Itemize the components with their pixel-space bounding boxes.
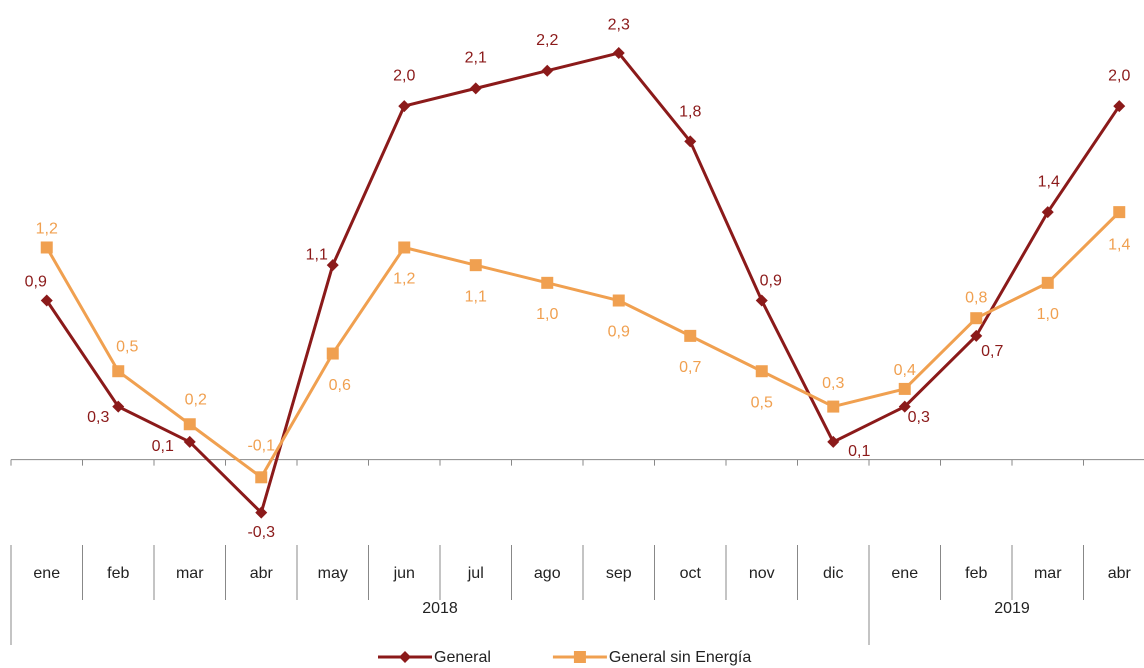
data-label: 1,2 [393, 271, 415, 288]
marker [40, 241, 53, 254]
marker [398, 241, 411, 254]
marker [898, 400, 911, 413]
data-label: 1,1 [306, 246, 328, 263]
x-tick-label: sep [606, 565, 632, 582]
data-label: 2,3 [608, 16, 630, 33]
marker [684, 329, 697, 342]
marker [255, 471, 268, 484]
group-label: 2019 [994, 600, 1030, 617]
data-label: 1,1 [465, 288, 487, 305]
x-tick-label: ago [534, 565, 561, 582]
marker [1041, 206, 1054, 219]
x-tick-label: may [318, 565, 348, 582]
data-label: 0,9 [608, 324, 630, 341]
data-label: 2,2 [536, 32, 558, 49]
legend-marker [399, 651, 411, 663]
x-tick-label: mar [1034, 565, 1062, 582]
marker [970, 329, 983, 342]
data-label: 2,0 [393, 67, 415, 84]
data-label: 1,4 [1108, 236, 1130, 253]
data-label: 0,9 [25, 274, 47, 291]
x-tick-label: dic [823, 565, 843, 582]
data-label: 0,5 [751, 394, 773, 411]
x-tick-label: abr [250, 565, 274, 582]
x-tick-label: feb [107, 565, 129, 582]
marker [898, 382, 911, 395]
x-tick-label: jul [467, 565, 484, 582]
marker [112, 365, 125, 378]
x-tick-label: feb [965, 565, 987, 582]
data-label: 1,8 [679, 104, 701, 121]
marker [970, 312, 983, 325]
marker [398, 100, 411, 113]
data-label: 0,3 [822, 375, 844, 392]
marker [1113, 100, 1126, 113]
data-label: 0,3 [87, 409, 109, 426]
data-label: 1,2 [36, 221, 58, 238]
marker [326, 259, 339, 272]
marker [755, 294, 768, 307]
data-label: 2,0 [1108, 67, 1130, 84]
x-tick-label: mar [176, 565, 204, 582]
x-tick-label: jun [393, 565, 415, 582]
x-tick-label: ene [891, 565, 918, 582]
marker [112, 400, 125, 413]
data-label: -0,3 [247, 524, 275, 541]
marker [469, 82, 482, 95]
x-tick-label: oct [680, 565, 702, 582]
data-label: 0,1 [848, 443, 870, 460]
legend-label: General sin Energía [609, 649, 751, 666]
marker [1041, 276, 1054, 289]
data-label: 0,9 [760, 273, 782, 290]
data-label: 0,1 [152, 438, 174, 455]
data-label: 1,0 [1037, 306, 1059, 323]
marker [1113, 206, 1126, 219]
marker [40, 294, 53, 307]
group-label: 2018 [422, 600, 458, 617]
data-label: -0,1 [247, 438, 275, 455]
marker [755, 365, 768, 378]
series-line [45, 211, 1121, 480]
marker [326, 347, 339, 360]
data-label: 0,7 [679, 359, 701, 376]
marker [541, 64, 554, 77]
marker [469, 259, 482, 272]
data-label: 0,4 [894, 362, 916, 379]
data-label: 1,4 [1038, 173, 1060, 190]
marker [827, 400, 840, 413]
marker [612, 47, 625, 60]
marker [183, 418, 196, 431]
marker [684, 135, 697, 148]
data-label: 2,1 [465, 50, 487, 67]
x-tick-label: abr [1108, 565, 1132, 582]
x-tick-label: ene [33, 565, 60, 582]
marker [612, 294, 625, 307]
series-line [45, 51, 1121, 516]
data-label: 0,3 [908, 409, 930, 426]
data-label: 1,0 [536, 306, 558, 323]
data-label: 0,8 [965, 289, 987, 306]
marker [183, 435, 196, 448]
x-tick-label: nov [749, 565, 775, 582]
marker [827, 435, 840, 448]
data-label: 0,6 [329, 377, 351, 394]
marker [541, 276, 554, 289]
legend-marker [573, 651, 586, 663]
data-label: 0,5 [116, 338, 138, 355]
marker [255, 506, 268, 519]
legend-label: General [434, 649, 491, 666]
data-label: 0,2 [185, 391, 207, 408]
data-label: 0,7 [981, 343, 1003, 360]
